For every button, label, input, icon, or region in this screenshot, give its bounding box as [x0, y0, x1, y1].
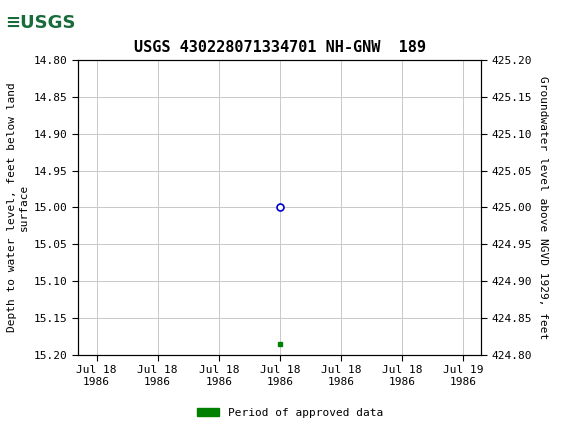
Title: USGS 430228071334701 NH-GNW  189: USGS 430228071334701 NH-GNW 189: [134, 40, 426, 55]
Y-axis label: Depth to water level, feet below land
surface: Depth to water level, feet below land su…: [7, 83, 28, 332]
Text: ≡USGS: ≡USGS: [5, 14, 75, 31]
Legend: Period of approved data: Period of approved data: [193, 403, 387, 422]
Y-axis label: Groundwater level above NGVD 1929, feet: Groundwater level above NGVD 1929, feet: [538, 76, 548, 339]
FancyBboxPatch shape: [3, 3, 84, 42]
